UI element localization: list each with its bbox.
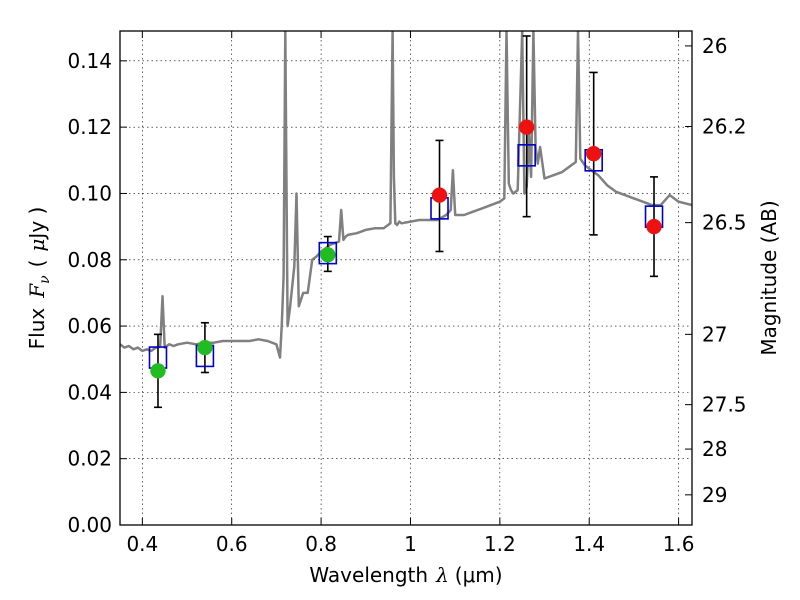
x-tick-label: 0.4: [126, 532, 158, 556]
plot-frame: [119, 30, 693, 526]
y-tick-label: 0.14: [67, 49, 112, 73]
y2-tick-label: 27: [702, 322, 727, 346]
y-tick-label: 0.06: [67, 314, 112, 338]
y2-tick-label: 26: [702, 34, 727, 58]
observed-point: [518, 119, 535, 135]
plot-area: [120, 31, 692, 409]
observed-point: [431, 187, 448, 203]
x-tick-label: 1.2: [484, 532, 516, 556]
y2-tick-label: 27.5: [702, 393, 747, 417]
observed-point: [646, 218, 662, 235]
y2-tick-label: 28: [702, 437, 727, 461]
observed-point: [585, 145, 602, 162]
y-axis-label: FluxFν(μJy ): [25, 207, 53, 350]
x-tick-label: 1.4: [573, 532, 605, 556]
y-tick-label: 0.02: [67, 447, 112, 471]
x-tick-label: 1.6: [663, 532, 695, 556]
observed-point: [197, 339, 213, 356]
x-tick-label: 1: [404, 532, 417, 556]
model-band-square: [517, 144, 536, 167]
y2-tick-label: 26.5: [702, 211, 747, 235]
x-tick-label: 0.6: [216, 532, 248, 556]
y2-tick-label: 26.2: [702, 114, 747, 138]
x-axis-label: Wavelength λ (μm): [309, 563, 502, 587]
model-band-square: [318, 241, 338, 265]
y2-axis-label: Magnitude (AB): [757, 200, 781, 355]
y-tick-label: 0.00: [67, 513, 112, 537]
y-tick-label: 0.12: [67, 115, 112, 139]
y-tick-label: 0.10: [67, 181, 112, 205]
axis-ticks: 0.4 0.6 0.8 1 1.2 1.4 1.6 0.00 0.02 0.04 0.06 0.08 0…: [67, 31, 747, 556]
y-tick-label: 0.08: [67, 248, 112, 272]
y-tick-label: 0.04: [67, 380, 112, 404]
observed-point: [320, 247, 336, 263]
observed-point: [150, 363, 166, 379]
y2-tick-label: 29: [702, 483, 727, 507]
x-tick-label: 0.8: [305, 532, 337, 556]
